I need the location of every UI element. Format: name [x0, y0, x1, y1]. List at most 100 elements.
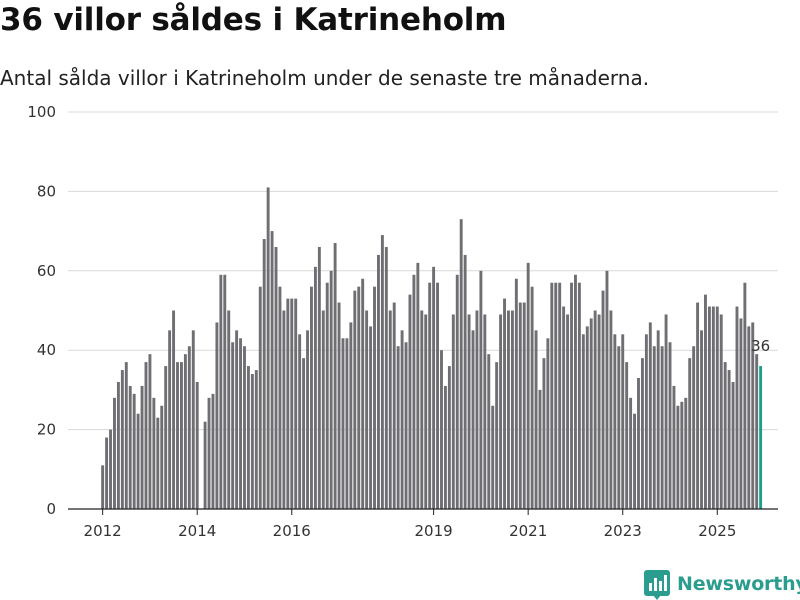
bar — [365, 310, 369, 509]
bar — [176, 362, 179, 509]
bar — [463, 254, 467, 509]
bar — [700, 330, 703, 509]
bar — [239, 338, 242, 509]
bar — [684, 397, 688, 509]
y-tick-label: 0 — [46, 500, 56, 518]
bar — [396, 346, 400, 509]
bar — [455, 274, 459, 509]
bar — [451, 314, 455, 509]
bar — [290, 298, 294, 509]
bar — [751, 322, 755, 509]
bar — [313, 266, 317, 509]
bar — [333, 243, 337, 509]
bar — [507, 310, 510, 509]
bar — [191, 330, 195, 509]
bar — [258, 286, 262, 509]
bar — [156, 417, 160, 509]
bar — [436, 282, 439, 509]
bar — [522, 302, 526, 509]
bar — [282, 310, 286, 509]
bar — [727, 370, 731, 509]
bar — [325, 282, 329, 509]
bar — [621, 334, 625, 509]
bar — [412, 274, 416, 509]
bar — [180, 362, 183, 509]
bar — [211, 393, 215, 509]
bar — [286, 298, 290, 509]
bar — [369, 326, 373, 509]
bar — [207, 397, 211, 509]
bar — [609, 310, 613, 509]
bar — [152, 397, 156, 509]
bar — [593, 310, 597, 509]
x-tick-label: 2014 — [178, 522, 216, 540]
bar — [120, 370, 124, 509]
bar — [113, 397, 116, 509]
newsworthy-logo-icon — [644, 570, 670, 600]
y-tick-label: 100 — [27, 103, 56, 121]
bar — [589, 318, 593, 509]
bar — [680, 401, 684, 509]
x-tick-label: 2023 — [604, 522, 642, 540]
bar — [373, 286, 376, 509]
bar — [341, 338, 345, 509]
bar — [570, 282, 573, 509]
bar — [223, 274, 227, 509]
bar — [640, 358, 644, 509]
bar — [546, 338, 550, 509]
bar — [664, 314, 668, 509]
bar — [124, 362, 128, 509]
chart-title: 36 villor såldes i Katrineholm — [0, 2, 507, 38]
bar — [471, 330, 475, 509]
bar — [140, 385, 144, 509]
bar — [416, 262, 420, 509]
bar — [479, 270, 483, 509]
bar — [148, 354, 152, 509]
bar — [538, 389, 542, 509]
bar — [550, 282, 554, 509]
bar — [715, 306, 719, 509]
bar — [688, 358, 692, 509]
bar — [420, 310, 424, 509]
bar — [739, 318, 743, 509]
bar — [574, 274, 577, 509]
bar — [696, 302, 700, 509]
bar — [432, 266, 436, 509]
bar — [566, 314, 570, 509]
bar — [704, 294, 707, 509]
bar — [652, 346, 656, 509]
bar — [424, 314, 428, 509]
bar — [558, 282, 562, 509]
bar — [183, 354, 187, 509]
bar — [581, 334, 585, 509]
bar — [499, 314, 503, 509]
bar — [617, 346, 621, 509]
bar — [707, 306, 711, 509]
bar — [388, 310, 392, 509]
bar — [329, 270, 333, 509]
bar — [692, 346, 696, 509]
bar — [235, 330, 239, 509]
x-tick-label: 2025 — [698, 522, 736, 540]
bar — [475, 310, 479, 509]
bar — [755, 354, 759, 509]
bar — [132, 393, 136, 509]
bar — [491, 405, 495, 509]
bar — [227, 310, 231, 509]
bar — [187, 346, 191, 509]
bar — [310, 286, 313, 509]
bar — [656, 330, 660, 509]
bar — [428, 282, 432, 509]
bar — [735, 306, 739, 509]
bar — [440, 350, 443, 509]
bar — [534, 330, 538, 509]
bar — [601, 290, 605, 509]
y-tick-label: 40 — [37, 341, 56, 359]
x-tick-label: 2021 — [509, 522, 547, 540]
bar — [510, 310, 514, 509]
bar — [353, 290, 357, 509]
bar — [514, 278, 518, 509]
bar — [526, 262, 530, 509]
bar — [605, 270, 609, 509]
bar — [109, 429, 112, 509]
